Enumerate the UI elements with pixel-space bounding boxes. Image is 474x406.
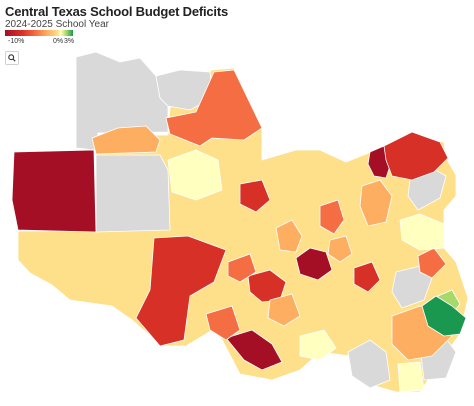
district-no-data[interactable] xyxy=(347,339,391,389)
legend-mid-label: 0% xyxy=(53,38,64,45)
district-deficit[interactable] xyxy=(397,361,425,393)
search-button[interactable] xyxy=(5,51,19,65)
district-surplus[interactable] xyxy=(421,295,467,337)
search-icon xyxy=(8,54,16,62)
district-deficit[interactable] xyxy=(225,329,283,371)
district-deficit[interactable] xyxy=(327,235,353,263)
district-deficit[interactable] xyxy=(227,253,257,283)
district-deficit[interactable] xyxy=(383,131,449,181)
map-title: Central Texas School Budget Deficits xyxy=(5,4,228,19)
district-deficit[interactable] xyxy=(167,149,223,201)
district-deficit[interactable] xyxy=(11,149,97,233)
district-deficit[interactable] xyxy=(135,235,227,347)
legend-min-label: -10% xyxy=(8,38,25,45)
legend-gradient-bar xyxy=(5,30,73,36)
district-deficit[interactable] xyxy=(165,69,263,147)
legend-max-label: 3% xyxy=(64,38,75,45)
district-deficit[interactable] xyxy=(239,179,271,213)
district-deficit[interactable] xyxy=(299,329,337,361)
district-deficit[interactable] xyxy=(205,305,241,341)
map-subtitle: 2024-2025 School Year xyxy=(5,19,109,30)
district-deficit[interactable] xyxy=(359,179,393,227)
district-deficit[interactable] xyxy=(399,213,445,251)
district-no-data[interactable] xyxy=(95,154,171,233)
district-deficit[interactable] xyxy=(267,293,301,327)
district-deficit[interactable] xyxy=(275,219,303,253)
district-deficit[interactable] xyxy=(319,199,345,235)
color-legend: -10% 0% 3% xyxy=(5,30,75,48)
district-deficit[interactable] xyxy=(295,247,333,281)
district-deficit[interactable] xyxy=(91,125,161,155)
district-deficit[interactable] xyxy=(353,261,381,293)
